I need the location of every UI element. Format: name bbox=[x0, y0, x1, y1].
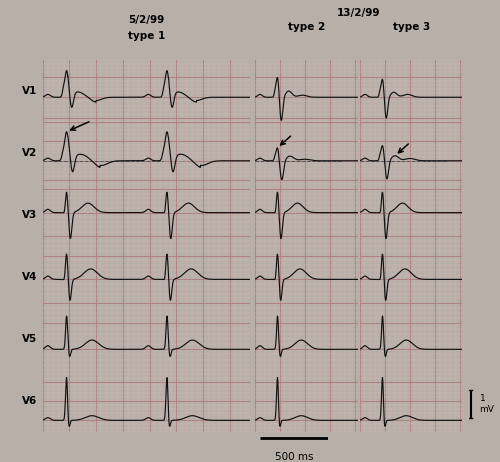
Text: V2: V2 bbox=[22, 148, 38, 158]
Text: V3: V3 bbox=[22, 210, 38, 220]
Text: V1: V1 bbox=[22, 86, 38, 96]
Text: 1
mV: 1 mV bbox=[480, 395, 494, 414]
Text: V4: V4 bbox=[22, 272, 38, 282]
Text: type 3: type 3 bbox=[392, 22, 430, 32]
Text: V6: V6 bbox=[22, 396, 38, 406]
Text: 5/2/99: 5/2/99 bbox=[128, 15, 164, 25]
Text: type 2: type 2 bbox=[288, 22, 325, 32]
Text: 13/2/99: 13/2/99 bbox=[337, 8, 380, 18]
Text: V5: V5 bbox=[22, 334, 38, 344]
Text: 500 ms: 500 ms bbox=[274, 452, 313, 462]
Text: type 1: type 1 bbox=[128, 30, 165, 41]
